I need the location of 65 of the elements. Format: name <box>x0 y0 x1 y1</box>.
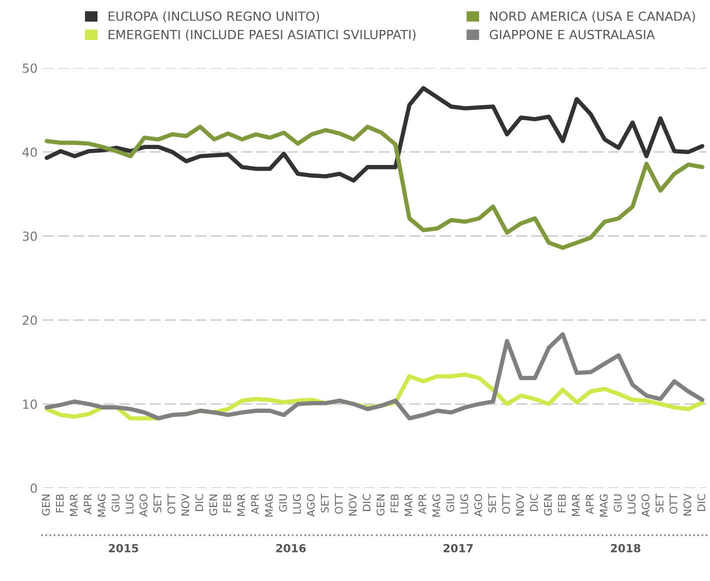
x-tick-label: DIC <box>697 494 706 511</box>
x-tick-label: APR <box>586 494 594 514</box>
x-tick-label: OTT <box>334 494 343 514</box>
x-tick-label: OTT <box>167 494 176 514</box>
x-tick-label: FEB <box>558 494 566 512</box>
y-tick-label: 0 <box>30 484 37 493</box>
x-tick-label: MAG <box>98 494 106 517</box>
x-tick-label: OTT <box>502 494 510 514</box>
text: 2017 <box>444 544 473 552</box>
y-tick-label: 40 <box>22 147 37 157</box>
legend-label: GIAPPONE E AUSTRALASIA <box>490 30 655 40</box>
x-tick-label: NOV <box>683 494 692 516</box>
x-tick-label: NOV <box>516 494 524 516</box>
x-tick-label: AGO <box>140 494 148 517</box>
x-tick-label: SET <box>154 494 162 512</box>
x-tick-label: APR <box>251 494 259 514</box>
text: 2016 <box>276 544 306 552</box>
x-tick-label: OTT <box>670 494 678 514</box>
y-tick-label: 20 <box>22 315 37 325</box>
x-tick-label: GEN <box>42 494 50 516</box>
x-tick-label: NOV <box>181 494 190 516</box>
legend-label: EUROPA (INCLUSO REGNO UNITO) <box>108 11 320 22</box>
x-tick-label: LUG <box>460 494 468 514</box>
x-tick-label: GEN <box>376 494 385 516</box>
x-tick-label: FEB <box>223 494 231 512</box>
x-tick-label: SET <box>488 494 496 512</box>
legend-label: NORD AMERICA (USA E CANADA) <box>490 11 695 22</box>
x-tick-label: MAR <box>572 494 580 516</box>
x-tick-label: DIC <box>362 494 371 511</box>
x-tick-label: GIU <box>614 494 622 512</box>
line-series <box>44 86 704 183</box>
x-tick-label: DIC <box>530 494 538 511</box>
x-tick-label: FEB <box>56 494 64 512</box>
text: 2015 <box>108 544 138 552</box>
x-tick-label: AGO <box>642 494 650 517</box>
x-tick-label: AGO <box>474 494 482 517</box>
x-tick-label: GIU <box>112 494 120 512</box>
x-tick-label: LUG <box>126 494 134 514</box>
x-tick-label: FEB <box>390 494 398 512</box>
x-tick-label: APR <box>84 494 92 514</box>
y-tick-label: 50 <box>22 63 37 73</box>
x-tick-label: MAR <box>404 494 412 516</box>
x-tick-label: GIU <box>446 494 454 512</box>
x-tick-label: APR <box>418 494 426 514</box>
x-tick-label: DIC <box>195 494 204 511</box>
x-tick-label: GEN <box>544 494 552 516</box>
x-tick-label: MAG <box>432 494 440 517</box>
x-tick-label: NOV <box>348 494 357 516</box>
x-tick-label: SET <box>656 494 664 512</box>
legend-label: EMERGENTI (INCLUDE PAESI ASIATICI SVILUPPATI) <box>108 30 416 41</box>
x-tick-label: LUG <box>292 494 301 514</box>
x-tick-label: MAG <box>265 494 273 517</box>
text: 2018 <box>610 544 640 552</box>
x-tick-label: MAR <box>237 494 245 516</box>
x-tick-label: AGO <box>306 494 315 517</box>
y-tick-label: 10 <box>23 400 37 409</box>
line-series <box>44 332 704 420</box>
y-tick-label: 30 <box>22 231 37 241</box>
x-tick-label: GIU <box>279 494 287 512</box>
x-tick-label: LUG <box>628 494 636 514</box>
x-tick-label: MAR <box>70 494 78 516</box>
x-tick-label: SET <box>320 494 329 512</box>
x-tick-label: GEN <box>209 494 218 516</box>
x-tick-label: MAG <box>600 494 608 517</box>
line-series <box>44 124 704 250</box>
